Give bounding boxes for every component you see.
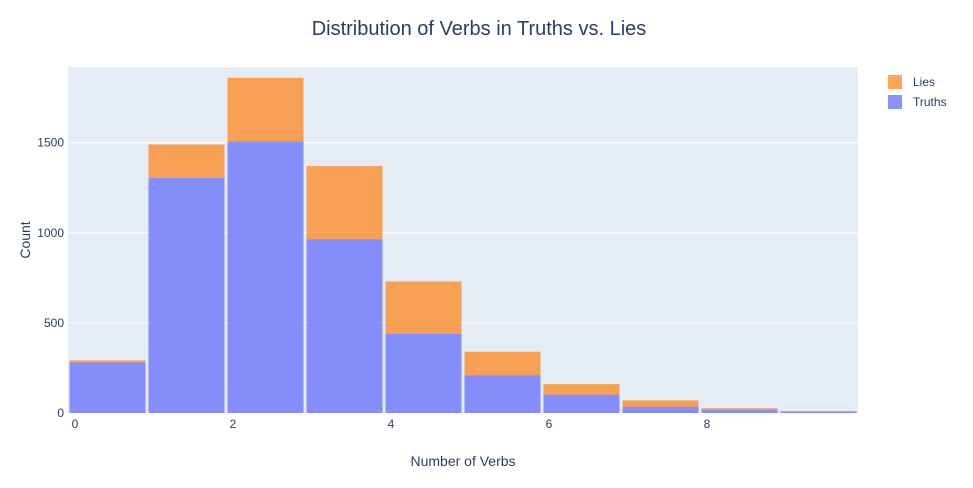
- x-tick-labels: 0 2 4 6 8: [72, 417, 711, 431]
- bar-truths-1[interactable]: [148, 177, 225, 413]
- bar-truths-9[interactable]: [780, 411, 857, 413]
- bar-truths-5[interactable]: [464, 375, 541, 413]
- legend-label-truths: Truths: [913, 95, 947, 109]
- x-tick-label-8: 8: [704, 417, 711, 431]
- y-tick-label-0: 0: [57, 406, 64, 420]
- x-tick-label-6: 6: [546, 417, 553, 431]
- legend-item-lies[interactable]: Lies: [888, 75, 935, 89]
- x-tick-label-4: 4: [388, 417, 395, 431]
- legend-label-lies: Lies: [913, 75, 935, 89]
- bar-lies-4[interactable]: [385, 281, 462, 334]
- x-tick-label-0: 0: [72, 417, 79, 431]
- y-tick-label-500: 500: [44, 316, 64, 330]
- bar-lies-8[interactable]: [701, 408, 778, 410]
- bar-lies-6[interactable]: [543, 384, 620, 395]
- bar-truths-0[interactable]: [69, 362, 146, 413]
- legend[interactable]: Lies Truths: [888, 75, 947, 109]
- bar-lies-2[interactable]: [227, 77, 304, 142]
- y-tick-label-1000: 1000: [37, 226, 64, 240]
- bar-truths-7[interactable]: [622, 406, 699, 413]
- bar-lies-9[interactable]: [780, 411, 857, 412]
- bar-lies-1[interactable]: [148, 144, 225, 178]
- bars: [69, 77, 857, 413]
- x-tick-label-2: 2: [230, 417, 237, 431]
- legend-swatch-lies: [888, 75, 902, 89]
- y-tick-labels: 0 500 1000 1500: [37, 136, 64, 420]
- bar-truths-2[interactable]: [227, 141, 304, 413]
- bar-truths-3[interactable]: [306, 239, 383, 413]
- bar-lies-5[interactable]: [464, 351, 541, 376]
- legend-item-truths[interactable]: Truths: [888, 95, 947, 109]
- y-axis-title: Count: [17, 221, 33, 258]
- bar-lies-7[interactable]: [622, 400, 699, 407]
- bar-truths-4[interactable]: [385, 333, 462, 413]
- bar-truths-6[interactable]: [543, 394, 620, 413]
- legend-swatch-truths: [888, 95, 902, 109]
- y-tick-label-1500: 1500: [37, 136, 64, 150]
- x-axis-title: Number of Verbs: [410, 453, 515, 469]
- bar-lies-0[interactable]: [69, 360, 146, 363]
- bar-truths-8[interactable]: [701, 409, 778, 413]
- chart-title: Distribution of Verbs in Truths vs. Lies: [312, 18, 647, 40]
- bar-lies-3[interactable]: [306, 166, 383, 240]
